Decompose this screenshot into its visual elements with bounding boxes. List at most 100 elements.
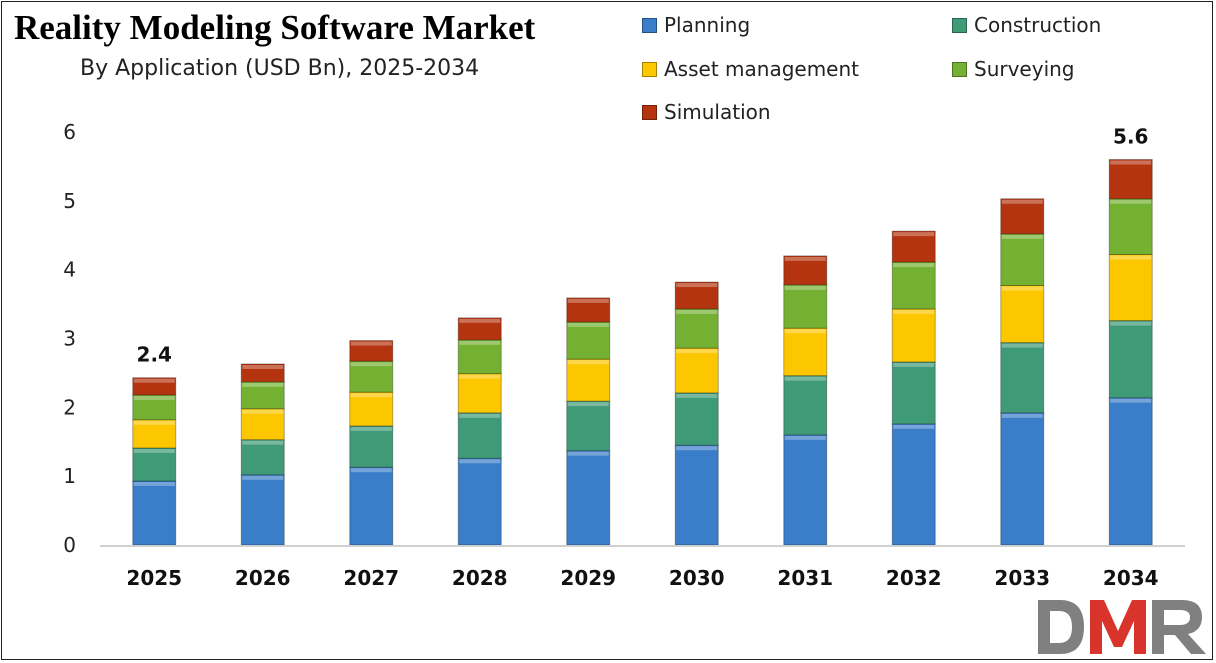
bar-segment-planning xyxy=(1000,412,1045,546)
bar-segment-highlight xyxy=(459,340,501,345)
bar-segment-highlight xyxy=(1110,321,1152,326)
bar-segment-planning xyxy=(674,444,719,546)
bar-segment-construction xyxy=(1108,320,1153,399)
y-tick-label: 0 xyxy=(63,533,76,557)
bar-segment-planning xyxy=(891,423,936,546)
bar-segment-highlight xyxy=(567,402,609,407)
y-tick-label: 5 xyxy=(63,189,76,213)
bar-segment-asset-management xyxy=(1108,254,1153,322)
bar-segment-highlight xyxy=(350,393,392,398)
legend-label: Simulation xyxy=(664,100,771,124)
logo-r xyxy=(1152,600,1206,654)
bar-segment-highlight xyxy=(784,435,826,440)
bar-segment-surveying xyxy=(1108,198,1153,256)
bar-segment-planning xyxy=(783,434,828,546)
bar-segment-construction xyxy=(457,412,502,459)
bar-segment-highlight xyxy=(1110,398,1152,403)
bar-segment-highlight xyxy=(567,298,609,303)
bar-segment-highlight xyxy=(893,362,935,367)
bar-segment-surveying xyxy=(1000,233,1045,286)
bar-segment-construction xyxy=(891,361,936,425)
legend-swatch xyxy=(642,17,657,33)
bar-segment-planning xyxy=(240,474,285,546)
bar-segment-highlight xyxy=(893,309,935,314)
x-tick-label: 2033 xyxy=(994,566,1050,590)
bar-segment-highlight xyxy=(1001,199,1043,204)
bar-segment-construction xyxy=(349,425,394,468)
bar-segment-simulation xyxy=(240,363,285,383)
legend-item-simulation: Simulation xyxy=(642,100,771,124)
bar-segment-planning xyxy=(566,450,611,546)
bar-segment-highlight xyxy=(784,376,826,381)
bar-segment-asset-management xyxy=(566,358,611,402)
bar-segment-highlight xyxy=(1110,199,1152,204)
bar-segment-surveying xyxy=(349,360,394,393)
bar-segment-highlight xyxy=(242,364,284,369)
legend-label: Construction xyxy=(974,13,1102,37)
bar-segment-asset-management xyxy=(349,391,394,427)
bar-segment-highlight xyxy=(893,424,935,429)
logo-m xyxy=(1090,600,1146,654)
bar-segment-highlight xyxy=(350,468,392,473)
bar-segment-simulation xyxy=(1108,159,1153,200)
bar-segment-highlight xyxy=(893,232,935,237)
legend-item-planning: Planning xyxy=(642,13,750,37)
x-tick-label: 2029 xyxy=(560,566,616,590)
legend-swatch xyxy=(952,61,967,77)
bar-segment-asset-management xyxy=(674,347,719,394)
bar-segment-surveying xyxy=(783,284,828,329)
bar-segment-highlight xyxy=(893,263,935,268)
bar-segment-highlight xyxy=(676,393,718,398)
bar-segment-simulation xyxy=(349,340,394,362)
y-tick-label: 4 xyxy=(63,258,76,282)
bar-segment-highlight xyxy=(133,420,175,425)
bar-segment-simulation xyxy=(674,281,719,310)
legend-item-surveying: Surveying xyxy=(952,57,1075,81)
bar-segment-surveying xyxy=(566,321,611,360)
bar-segment-highlight xyxy=(784,285,826,290)
x-tick-label: 2027 xyxy=(343,566,399,590)
bar-segment-construction xyxy=(240,439,285,476)
bar-segment-simulation xyxy=(566,297,611,323)
bar-segment-planning xyxy=(457,457,502,546)
bar-segment-construction xyxy=(1000,342,1045,414)
bar-segment-construction xyxy=(674,392,719,446)
bar-segment-highlight xyxy=(567,451,609,456)
bar-segment-planning xyxy=(1108,397,1153,546)
bar-segment-highlight xyxy=(784,329,826,334)
bar-segment-simulation xyxy=(891,230,936,263)
bar-segment-highlight xyxy=(1110,160,1152,165)
bar-segment-highlight xyxy=(133,481,175,486)
bar-segment-highlight xyxy=(784,256,826,261)
bar-segment-planning xyxy=(349,466,394,546)
legend-swatch xyxy=(642,61,657,77)
bar-segment-highlight xyxy=(459,374,501,379)
bar-segment-highlight xyxy=(350,341,392,346)
bar-segment-surveying xyxy=(132,394,177,421)
legend-swatch xyxy=(952,17,967,33)
bar-segment-asset-management xyxy=(1000,284,1045,344)
bar-segment-planning xyxy=(132,480,177,546)
bar-segment-highlight xyxy=(676,283,718,288)
bar-segment-construction xyxy=(132,447,177,482)
bar-segment-surveying xyxy=(457,339,502,375)
bar-segment-surveying xyxy=(674,308,719,349)
bar-segment-highlight xyxy=(1001,286,1043,291)
x-tick-label: 2025 xyxy=(126,566,182,590)
bar-segment-highlight xyxy=(133,378,175,383)
bar-segment-asset-management xyxy=(132,419,177,449)
legend-item-asset-management: Asset management xyxy=(642,57,859,81)
bar-segment-highlight xyxy=(242,475,284,480)
bar-segment-simulation xyxy=(132,377,177,396)
y-tick-label: 6 xyxy=(63,120,76,144)
x-tick-label: 2028 xyxy=(452,566,508,590)
x-tick-label: 2032 xyxy=(886,566,942,590)
data-label: 2.4 xyxy=(137,343,172,367)
chart-subtitle: By Application (USD Bn), 2025-2034 xyxy=(80,56,480,81)
bar-segment-highlight xyxy=(459,459,501,464)
bar-segment-simulation xyxy=(1000,198,1045,235)
bar-segment-surveying xyxy=(240,381,285,410)
data-label: 5.6 xyxy=(1113,125,1148,149)
